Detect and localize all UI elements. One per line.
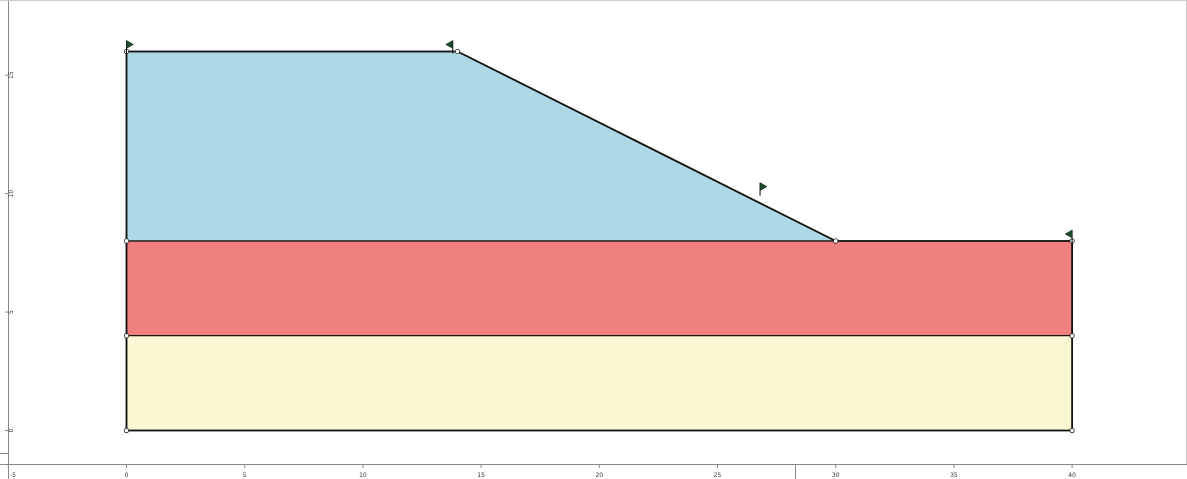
- slope-limit-markers: [126, 40, 1073, 243]
- y-tick-label: 5: [8, 310, 15, 314]
- x-tick-label: 40: [1068, 472, 1076, 479]
- x-tick-label: -5: [10, 472, 16, 479]
- slope-limit-flag: [445, 40, 454, 54]
- flag-pennant: [759, 182, 768, 192]
- flag-pennant: [126, 40, 135, 49]
- flag-pennant: [1064, 229, 1073, 239]
- vertex-point: [123, 238, 130, 244]
- x-tick-label: 35: [950, 472, 958, 479]
- x-tick-label: 25: [714, 472, 722, 479]
- vertex-point: [1069, 333, 1075, 339]
- x-tick-label: 15: [477, 472, 485, 479]
- x-tick-label: 10: [359, 472, 367, 479]
- x-tick-label: 20: [595, 472, 603, 479]
- x-tick-label: 0: [125, 472, 129, 479]
- x-tick-label: 30: [832, 472, 840, 479]
- y-tick-label: 0: [8, 428, 15, 432]
- flag-pennant: [445, 40, 453, 49]
- vertex-point: [123, 333, 130, 339]
- boundary-vertices: [123, 48, 1075, 434]
- x-tick-label: 5: [243, 472, 247, 479]
- slope-limit-flag: [759, 182, 768, 196]
- slope-limit-flag: [126, 40, 135, 54]
- y-axis-ruler: 0 5 10 15: [5, 71, 15, 432]
- vertex-point: [1069, 427, 1075, 434]
- y-tick-label: 10: [8, 190, 15, 198]
- material-middle-layer: [125, 240, 1073, 337]
- material-bottom-layer: [125, 335, 1073, 432]
- y-tick-label: 15: [8, 71, 15, 79]
- x-axis-ruler: -5 0 5 10 15 20 25 30 35 40: [7, 464, 1076, 479]
- vertex-point: [454, 48, 461, 55]
- vertex-point: [833, 238, 839, 244]
- material-regions: [125, 50, 1073, 432]
- material-top-layer: [125, 50, 836, 242]
- vertex-point: [123, 427, 130, 434]
- slope-limit-flag: [1064, 229, 1073, 243]
